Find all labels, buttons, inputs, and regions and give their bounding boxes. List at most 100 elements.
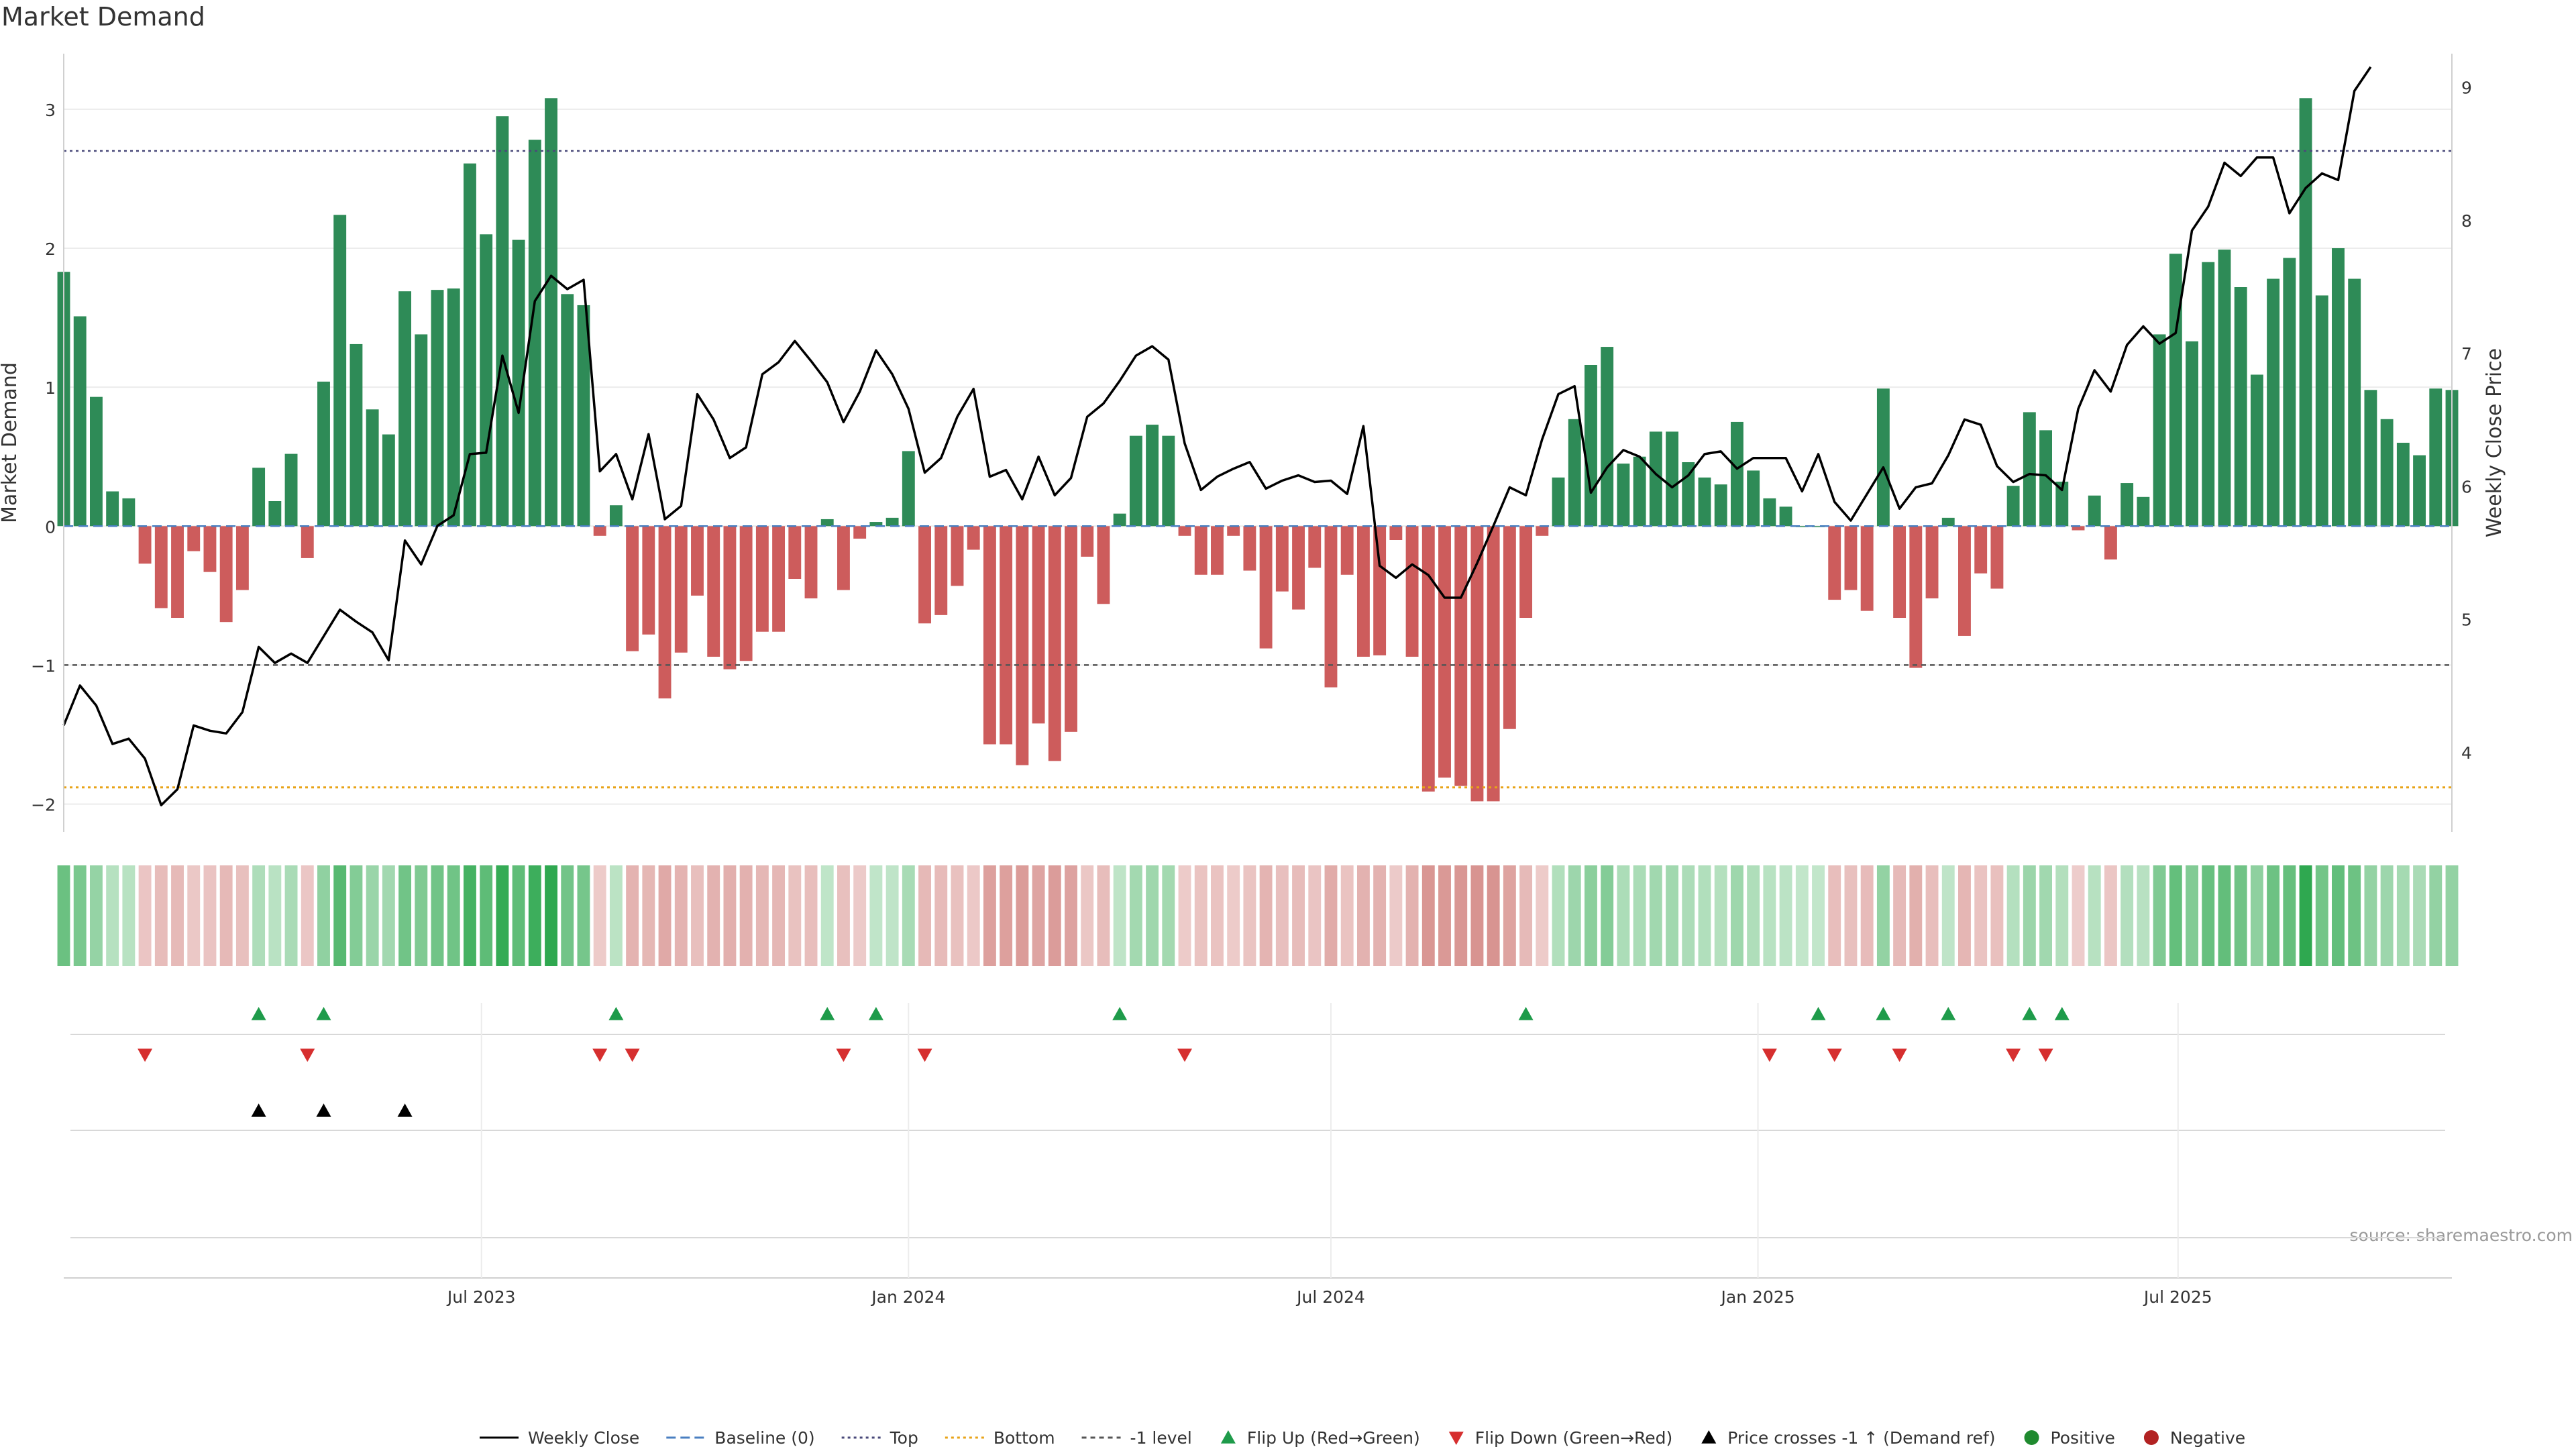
- heat-cell: [2283, 865, 2296, 966]
- demand-bar: [1747, 470, 1760, 527]
- demand-bar: [415, 334, 428, 527]
- heat-cell: [1032, 865, 1045, 966]
- demand-bar: [788, 526, 802, 579]
- heat-cell: [2299, 865, 2312, 966]
- heat-cell: [2088, 865, 2101, 966]
- heat-cell: [934, 865, 948, 966]
- demand-bar: [1925, 526, 1939, 598]
- flip-down-marker: [2006, 1049, 2021, 1062]
- demand-heat-strip: [57, 865, 2459, 966]
- demand-bar: [252, 468, 266, 527]
- demand-bar: [268, 501, 282, 527]
- legend-label: Top: [890, 1428, 918, 1448]
- demand-bar: [2413, 455, 2426, 527]
- heat-cell: [1795, 865, 1809, 966]
- demand-bar: [1000, 526, 1013, 745]
- demand-bar: [1421, 526, 1435, 792]
- x-tick-label: Jul 2023: [446, 1287, 516, 1307]
- y-tick-label: 3: [45, 101, 56, 120]
- heat-cell: [1536, 865, 1549, 966]
- heat-cell: [496, 865, 509, 966]
- demand-bar: [902, 451, 915, 527]
- demand-bar: [755, 526, 769, 632]
- demand-bar: [2202, 262, 2215, 527]
- heat-cell: [154, 865, 168, 966]
- heat-cell: [366, 865, 379, 966]
- legend-label: Negative: [2170, 1428, 2245, 1448]
- demand-bar: [1682, 462, 1695, 527]
- x-tick-label: Jan 2024: [870, 1287, 945, 1307]
- heat-cell: [772, 865, 786, 966]
- demand-bar: [1081, 526, 1094, 557]
- heat-cell: [1454, 865, 1468, 966]
- flip-up-marker: [251, 1007, 266, 1020]
- demand-bar: [1113, 513, 1126, 527]
- demand-bar: [1779, 506, 1792, 527]
- heat-cell: [1324, 865, 1338, 966]
- demand-bar: [951, 526, 964, 586]
- y-tick-label: −1: [31, 656, 56, 676]
- heat-cell: [528, 865, 541, 966]
- flip-down-marker: [1827, 1049, 1842, 1062]
- x-tick-label: Jul 2024: [1295, 1287, 1365, 1307]
- heat-cell: [983, 865, 996, 966]
- flip-up-marker: [1518, 1007, 1534, 1020]
- heat-cell: [2445, 865, 2459, 966]
- demand-bar: [642, 526, 655, 635]
- demand-bar: [2169, 254, 2182, 527]
- demand-bar: [691, 526, 704, 596]
- heat-cell: [1990, 865, 2004, 966]
- heat-cell: [755, 865, 769, 966]
- flip-up-marker: [316, 1007, 331, 1020]
- demand-bar: [1941, 517, 1955, 527]
- flip-down-marker: [2038, 1049, 2053, 1062]
- weekly-close-series: [62, 66, 2372, 807]
- heat-cell: [658, 865, 672, 966]
- heat-cell: [1568, 865, 1581, 966]
- demand-bar: [609, 505, 623, 527]
- demand-bar: [1730, 421, 1743, 527]
- flip-down-marker: [1177, 1049, 1193, 1062]
- heat-cell: [2315, 865, 2328, 966]
- flip-down-marker: [592, 1049, 608, 1062]
- demand-bar: [1178, 526, 1191, 536]
- demand-bar: [512, 239, 525, 527]
- chart-title: Market Demand: [1, 2, 205, 32]
- heat-cell: [723, 865, 737, 966]
- flip-up-marker: [1941, 1007, 1956, 1020]
- x-axis: Jul 2023 Jan 2024 Jul 2024 Jan 2025 Jul 2025: [64, 1003, 2452, 1307]
- heat-cell: [1421, 865, 1435, 966]
- demand-bar: [1876, 388, 1890, 527]
- heat-cell: [885, 865, 899, 966]
- heat-cell: [1308, 865, 1322, 966]
- demand-bar: [1470, 526, 1484, 802]
- demand-bar: [1356, 526, 1370, 657]
- demand-bar: [853, 526, 867, 539]
- demand-bar: [1568, 419, 1581, 527]
- demand-bar: [983, 526, 996, 745]
- y2-tick-label: 5: [2461, 610, 2472, 630]
- heat-cell: [1876, 865, 1890, 966]
- demand-bar: [1389, 526, 1403, 540]
- demand-bar: [1844, 526, 1858, 590]
- heat-cell: [1097, 865, 1110, 966]
- demand-bar: [301, 526, 314, 558]
- heat-cell: [804, 865, 818, 966]
- demand-bar: [1259, 526, 1273, 649]
- heat-cell: [2153, 865, 2166, 966]
- heat-cell: [1000, 865, 1013, 966]
- heat-cell: [561, 865, 574, 966]
- demand-bar: [1812, 526, 1825, 527]
- heat-cell: [2234, 865, 2247, 966]
- demand-bar: [739, 526, 753, 661]
- heat-cell: [122, 865, 136, 966]
- demand-bar: [203, 526, 217, 572]
- heat-cell: [235, 865, 249, 966]
- flip-down-marker: [1762, 1049, 1777, 1062]
- demand-bar: [235, 526, 249, 590]
- demand-bar: [496, 116, 509, 527]
- flip-down-marker: [1892, 1049, 1907, 1062]
- demand-bar: [1974, 526, 1988, 574]
- y2-tick-label: 6: [2461, 477, 2472, 496]
- heat-cell: [869, 865, 883, 966]
